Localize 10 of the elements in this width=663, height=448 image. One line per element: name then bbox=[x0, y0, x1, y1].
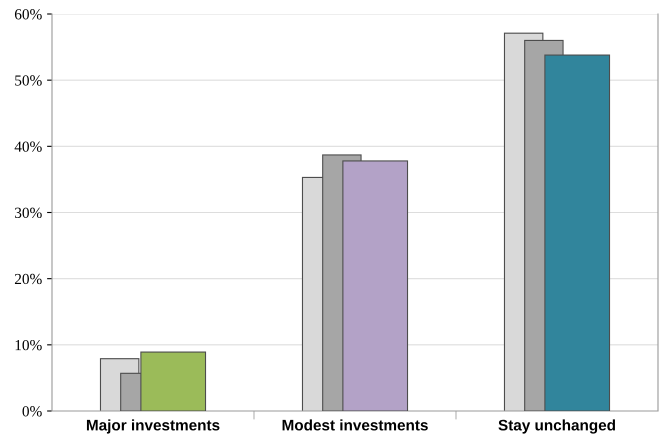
y-tick-label: 50% bbox=[15, 75, 42, 86]
y-tick-label: 20% bbox=[14, 274, 42, 284]
y-tick-label: 60% bbox=[14, 9, 42, 20]
x-tick-label: Modest investments bbox=[282, 419, 428, 431]
x-tick-label: Major investments bbox=[86, 419, 220, 434]
y-tick-label: 40% bbox=[14, 141, 42, 152]
y-tick-label: 30% bbox=[15, 208, 42, 218]
y-tick-label: 0% bbox=[22, 406, 42, 416]
y-tick-label: 10% bbox=[16, 340, 42, 350]
x-tick-label: Stay unchanged bbox=[498, 419, 615, 434]
